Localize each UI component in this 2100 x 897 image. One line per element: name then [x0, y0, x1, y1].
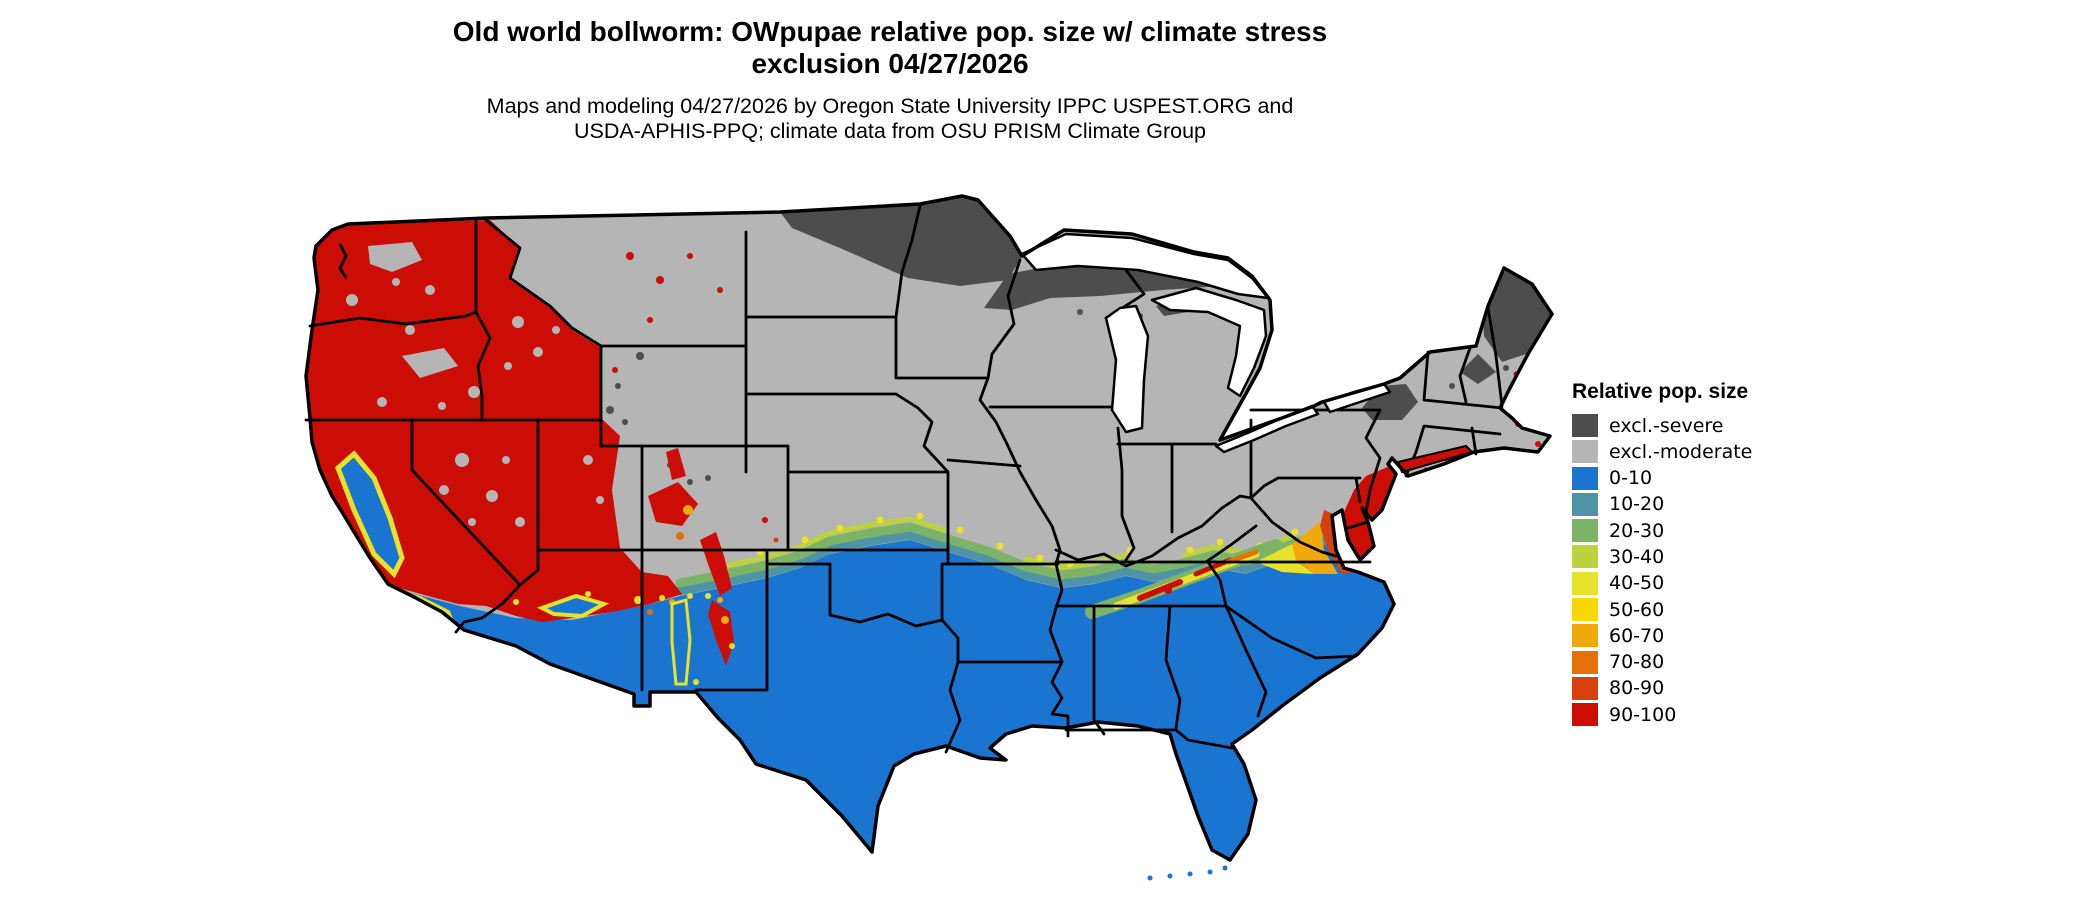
appalachian-red-dot: [1164, 586, 1172, 594]
legend-title: Relative pop. size: [1572, 380, 1749, 403]
legend-swatch: [1572, 571, 1598, 595]
rockies-red-patches: [612, 252, 779, 666]
legend-label: 0-10: [1609, 467, 1653, 490]
legend-item-20-30: 20-30: [1572, 519, 1842, 543]
appalachian-streak: [1085, 539, 1283, 619]
legend-swatch: [1572, 414, 1598, 437]
lake-huron: [1150, 286, 1268, 398]
state-borders: [304, 204, 1504, 754]
severe-exclusion-regions: [592, 196, 1550, 508]
legend-label: 70-80: [1609, 651, 1665, 674]
legend-item-30-40: 30-40: [1572, 545, 1842, 569]
legend-item-70-80: 70-80: [1572, 650, 1842, 674]
gray-patches-in-west: [346, 242, 604, 527]
legend-swatch: [1572, 519, 1598, 543]
legend-rows: excl.-severe excl.-moderate 0-10 10-20 20-30…: [1572, 414, 1842, 727]
southwest-fringe-specks: [513, 591, 735, 685]
map-legend: Relative pop. size excl.-severe excl.-mod…: [1572, 380, 1842, 730]
legend-swatch: [1572, 545, 1598, 569]
lake-michigan: [1104, 304, 1150, 434]
legend-swatch: [1572, 466, 1598, 490]
legend-item-0-10: 0-10: [1572, 466, 1842, 490]
chart-subtitle-line2: USDA-APHIS-PPQ; climate data from OSU PR…: [573, 119, 1207, 144]
chart-title-line2: exclusion 04/27/2026: [751, 47, 1029, 79]
legend-item-excl.-moderate: excl.-moderate: [1572, 440, 1842, 464]
legend-swatch: [1572, 703, 1598, 727]
legend-swatch: [1572, 598, 1598, 622]
legend-swatch: [1572, 676, 1598, 700]
us-map-svg: [304, 194, 1554, 881]
us-risk-map: [220, 160, 1580, 892]
legend-item-90-100: 90-100: [1572, 703, 1842, 727]
legend-item-excl.-severe: excl.-severe: [1572, 414, 1842, 437]
legend-swatch: [1572, 624, 1598, 648]
legend-label: 50-60: [1609, 598, 1665, 621]
legend-label: 40-50: [1609, 572, 1665, 595]
legend-label: excl.-moderate: [1609, 440, 1753, 463]
legend-swatch: [1572, 492, 1598, 516]
florida-keys: [1147, 865, 1228, 881]
legend-item-80-90: 80-90: [1572, 676, 1842, 700]
legend-item-40-50: 40-50: [1572, 571, 1842, 595]
legend-label: 80-90: [1609, 677, 1665, 700]
chart-subtitle-line1: Maps and modeling 04/27/2026 by Oregon S…: [486, 94, 1294, 118]
conus-outline: [304, 194, 1554, 862]
legend-swatch: [1572, 440, 1598, 464]
chart-subtitle: Maps and modeling 04/27/2026 by Oregon S…: [220, 94, 1560, 144]
legend-label: excl.-severe: [1609, 414, 1724, 437]
legend-label: 10-20: [1609, 493, 1665, 516]
chart-title-line1: Old world bollworm: OWpupae relative pop…: [452, 16, 1328, 47]
legend-swatch: [1572, 650, 1598, 674]
legend-item-60-70: 60-70: [1572, 624, 1842, 648]
legend-label: 20-30: [1609, 519, 1665, 542]
legend-label: 30-40: [1609, 545, 1665, 568]
puget-sound: [338, 243, 348, 279]
legend-item-50-60: 50-60: [1572, 598, 1842, 622]
legend-item-10-20: 10-20: [1572, 492, 1842, 516]
legend-label: 90-100: [1609, 703, 1677, 726]
chart-title: Old world bollworm: OWpupae relative pop…: [220, 16, 1560, 80]
legend-label: 60-70: [1609, 624, 1665, 647]
